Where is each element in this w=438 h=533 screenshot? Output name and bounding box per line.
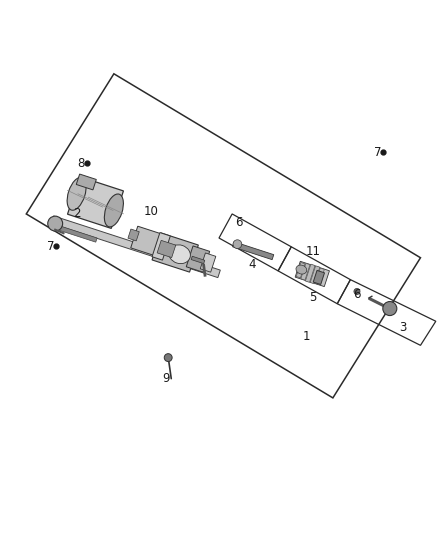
Polygon shape	[233, 242, 274, 260]
Text: 7: 7	[374, 146, 381, 159]
Polygon shape	[157, 240, 176, 257]
Text: 4: 4	[248, 258, 256, 271]
Circle shape	[383, 302, 397, 316]
Text: 1: 1	[303, 330, 311, 343]
Ellipse shape	[169, 245, 191, 264]
Polygon shape	[131, 226, 163, 256]
Polygon shape	[51, 216, 220, 278]
Polygon shape	[301, 263, 310, 280]
Text: 5: 5	[310, 290, 317, 304]
Polygon shape	[313, 270, 325, 285]
Text: 10: 10	[144, 205, 159, 218]
Text: 6: 6	[353, 288, 361, 302]
Ellipse shape	[67, 177, 86, 210]
Polygon shape	[56, 225, 97, 242]
Ellipse shape	[296, 265, 307, 274]
Ellipse shape	[104, 194, 124, 227]
Circle shape	[233, 240, 242, 248]
Polygon shape	[295, 261, 329, 287]
Text: 7: 7	[46, 240, 54, 253]
Circle shape	[164, 354, 172, 361]
Text: 11: 11	[306, 245, 321, 257]
Text: 2: 2	[73, 207, 81, 221]
Polygon shape	[128, 229, 139, 241]
Text: 9: 9	[162, 372, 170, 385]
Circle shape	[354, 288, 360, 295]
Polygon shape	[67, 177, 124, 229]
Text: 8: 8	[78, 157, 85, 170]
Circle shape	[48, 216, 63, 231]
Polygon shape	[191, 256, 205, 264]
Polygon shape	[186, 246, 210, 272]
Polygon shape	[152, 232, 170, 260]
Polygon shape	[310, 266, 320, 284]
Polygon shape	[200, 253, 216, 272]
Polygon shape	[152, 233, 198, 272]
Polygon shape	[296, 262, 305, 278]
Polygon shape	[76, 174, 96, 190]
Polygon shape	[315, 268, 325, 285]
Text: 6: 6	[235, 216, 243, 229]
Polygon shape	[305, 264, 315, 282]
Text: 3: 3	[399, 321, 406, 334]
